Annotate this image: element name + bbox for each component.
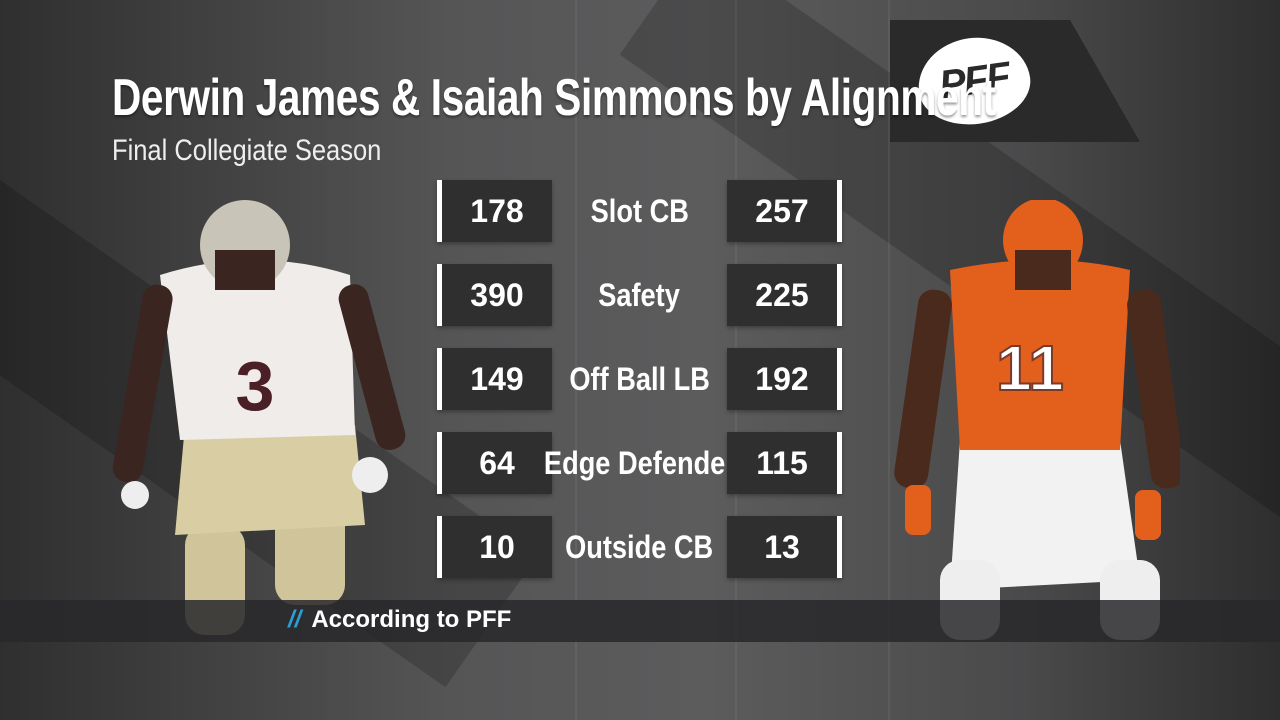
derwin-value: 10 <box>437 516 552 578</box>
alignment-label: Safety <box>598 276 681 313</box>
table-row: 390 Safety 225 <box>437 264 842 326</box>
alignment-label: Off Ball LB <box>569 360 710 397</box>
table-row: 149 Off Ball LB 192 <box>437 348 842 410</box>
svg-text:11: 11 <box>996 332 1064 404</box>
simmons-value: 192 <box>727 348 842 410</box>
source-bar <box>0 600 1280 642</box>
alignment-label: Outside CB <box>565 528 714 565</box>
page-title: Derwin James & Isaiah Simmons by Alignme… <box>112 69 996 127</box>
table-row: 64 Edge Defender 115 <box>437 432 842 494</box>
svg-text:3: 3 <box>236 347 275 425</box>
simmons-value: 115 <box>727 432 842 494</box>
page-subtitle: Final Collegiate Season <box>112 134 382 167</box>
simmons-value: 225 <box>727 264 842 326</box>
derwin-value: 178 <box>437 180 552 242</box>
alignment-label: Edge Defender <box>543 444 736 481</box>
alignment-label: Slot CB <box>590 192 689 229</box>
derwin-value: 149 <box>437 348 552 410</box>
slash-icon: // <box>288 606 302 633</box>
table-row: 10 Outside CB 13 <box>437 516 842 578</box>
player-isaiah-simmons: 11 <box>894 200 1180 640</box>
field-line <box>575 0 577 720</box>
source-note: //According to PFF <box>288 606 512 633</box>
player-derwin-james: 3 <box>112 200 406 635</box>
table-row: 178 Slot CB 257 <box>437 180 842 242</box>
field-line <box>888 0 890 720</box>
derwin-value: 390 <box>437 264 552 326</box>
simmons-value: 257 <box>727 180 842 242</box>
simmons-value: 13 <box>727 516 842 578</box>
derwin-value: 64 <box>437 432 552 494</box>
